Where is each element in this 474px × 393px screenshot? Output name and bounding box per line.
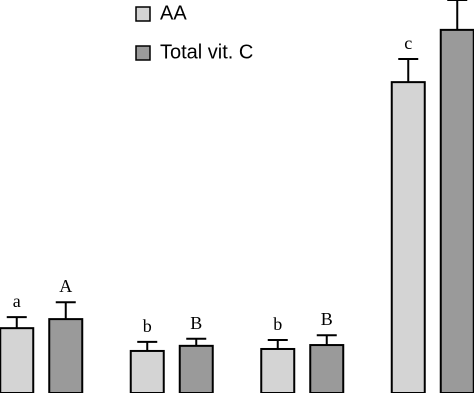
significance-letter: B <box>190 313 202 333</box>
bar <box>309 344 345 393</box>
significance-letter: B <box>321 309 333 329</box>
bar <box>178 344 214 393</box>
bar <box>0 327 35 393</box>
significance-letter: a <box>13 291 21 311</box>
legend-label: AA <box>160 2 187 24</box>
bar <box>390 81 426 393</box>
legend-swatch <box>135 45 151 61</box>
significance-letter: b <box>143 316 152 336</box>
legend-label: Total vit. C <box>160 41 253 63</box>
bar <box>48 318 84 393</box>
significance-letter: b <box>273 314 282 334</box>
significance-letter: c <box>404 33 412 53</box>
bar <box>260 347 296 393</box>
bar <box>439 28 474 393</box>
significance-letter: A <box>59 276 72 296</box>
legend-swatch <box>135 6 151 22</box>
bar <box>129 349 165 393</box>
